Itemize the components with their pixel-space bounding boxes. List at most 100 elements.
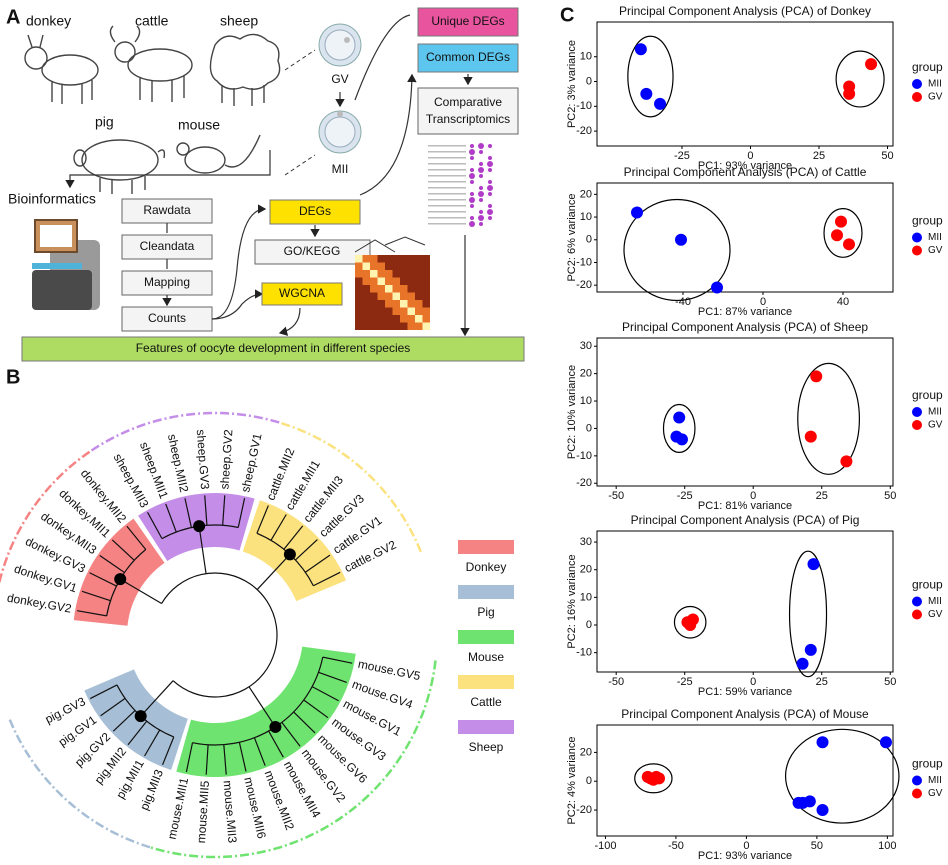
point [865,58,878,71]
thumb-dot [488,204,492,208]
x-tick-label: 50 [884,490,896,502]
shape [324,29,356,61]
legend-marker [912,232,922,243]
thumb-dot [470,204,474,208]
heat-cell [392,322,400,330]
legend-marker [912,245,922,256]
clade-arc [150,660,437,859]
common-degs-box [417,43,519,73]
heat-cell [407,292,415,300]
x-tick-label: 50 [881,150,893,162]
heat-cell [370,277,378,285]
y-tick-label: 0 [586,775,592,787]
plot-frame [596,182,894,293]
leaf-branch [111,539,135,561]
heat-cell [407,300,415,308]
chart-title: Principal Component Analysis (PCA) of Pi… [631,513,860,527]
shape [81,139,159,181]
heat-cell [377,277,385,285]
thumb-row [428,175,466,177]
thumb-dot [478,191,484,197]
pipeline-step: Mapping [144,275,190,289]
banner-text: Features of oocyte development in differ… [136,341,411,355]
shape [337,111,343,117]
leaf-branch [268,730,284,758]
heatmap-thumbnail [354,236,430,330]
shape [209,33,281,90]
heat-cell [362,262,370,270]
heat-cell [415,262,423,270]
x-tick-label: -50 [668,840,684,852]
heat-cell [400,292,408,300]
leaf-branch [322,656,353,664]
leaf-branch [147,512,163,539]
shape [27,34,93,104]
point [796,657,809,670]
panel-label: B [6,366,20,388]
heat-cell [377,315,385,323]
y-tick-label: 10 [580,51,592,63]
chart-title: Principal Component Analysis (PCA) of Sh… [622,320,868,334]
heat-cell [385,255,393,263]
y-tick-label: 0 [586,234,592,246]
stage-label: GV [331,72,348,86]
leaf-label: sheep.GV2 [217,429,235,490]
banner [21,336,525,362]
node-dot [114,573,127,586]
shape [184,146,226,174]
legend-label: Sheep [469,740,504,754]
x-tick-label: 50 [884,676,896,688]
x-axis-label: PC1: 93% variance [698,160,792,172]
heat-cell [370,270,378,278]
x-tick-label: -50 [608,676,624,688]
group-ellipse [634,763,673,794]
x-tick-label: -25 [677,490,693,502]
root-branch [161,572,278,698]
x-tick-label: 0 [750,490,756,502]
y-axis-label: PC2: 3% variance [566,40,578,128]
thumb-dot [479,186,483,190]
heat-cell [415,285,423,293]
thumb-dot [479,210,483,214]
pipeline-step: Rawdata [143,203,191,217]
legend-label: Pig [477,605,494,619]
legend-title: group [912,578,943,592]
legend-marker [912,596,922,607]
heat-cell [377,292,385,300]
heat-cell [362,322,370,330]
heat-cell [355,292,363,300]
node-dot [193,520,206,533]
species-label: cattle [135,13,169,29]
leaf-branch [77,610,107,617]
clade-stem [119,578,162,605]
point [792,796,805,809]
legend-marker [912,775,922,786]
legend-marker [912,407,922,417]
heat-cell [407,277,415,285]
y-tick-label: 10 [580,211,592,223]
legend-marker [912,609,922,620]
x-tick-label: 0 [747,150,753,162]
heat-cell [370,255,378,263]
heat-cell [355,307,363,315]
x-tick-label: 0 [743,840,749,852]
point [843,87,856,100]
shape [73,149,87,167]
x-tick-label: 25 [816,490,828,502]
legend-label: MII [928,596,942,607]
y-tick-label: -10 [576,647,592,659]
legend-swatch [458,675,514,689]
legend-title: group [912,214,943,228]
thumb-dot [469,197,475,203]
shape [41,54,99,86]
shape [127,48,193,82]
point [634,43,647,56]
pipeline-step: Counts [148,311,186,325]
y-tick-label: 0 [586,75,592,87]
heat-cell [422,322,430,330]
heat-cell [362,285,370,293]
point [650,770,663,783]
heat-cell [392,255,400,263]
shape [211,289,264,320]
thumb-dot [479,198,483,202]
